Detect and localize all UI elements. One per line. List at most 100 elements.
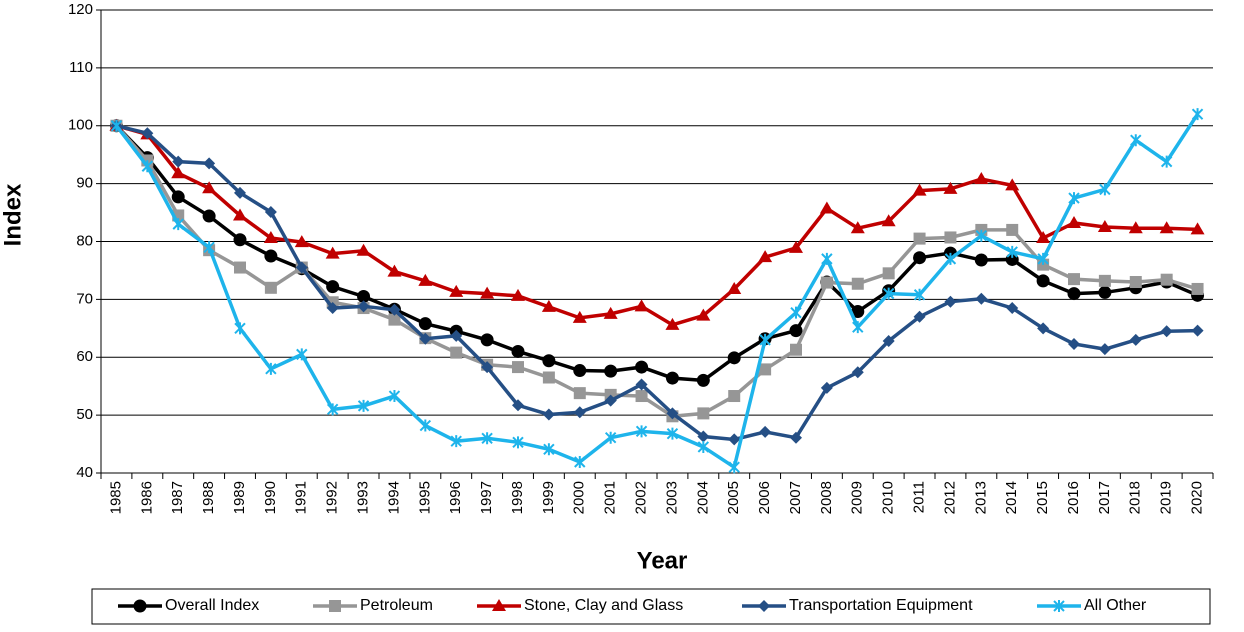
point <box>1191 282 1204 295</box>
point <box>789 324 803 338</box>
point <box>357 289 371 303</box>
x-tick-label: 2003 <box>663 481 680 514</box>
x-tick-label: 1998 <box>509 481 526 514</box>
legend-marker <box>758 600 770 612</box>
point <box>233 208 247 221</box>
point <box>1036 274 1050 288</box>
point <box>512 361 524 374</box>
point <box>480 333 494 347</box>
point <box>449 284 464 297</box>
point <box>1006 302 1019 315</box>
point <box>511 288 525 301</box>
point <box>790 431 802 444</box>
point <box>758 250 773 263</box>
point <box>913 288 926 301</box>
point <box>450 346 463 359</box>
point <box>604 364 618 378</box>
x-tick-label: 2005 <box>725 481 742 514</box>
series <box>109 118 1205 330</box>
x-tick-label: 2010 <box>880 481 897 514</box>
point <box>790 343 802 356</box>
x-tick-label: 1993 <box>355 481 372 514</box>
point <box>572 310 587 323</box>
point <box>542 408 555 421</box>
point <box>603 306 618 319</box>
y-tick-label: 50 <box>76 406 93 423</box>
y-tick-label: 70 <box>76 290 93 307</box>
point <box>203 241 215 254</box>
x-tick-label: 2009 <box>849 481 866 514</box>
point <box>913 310 926 323</box>
point <box>356 243 371 256</box>
y-tick-label: 80 <box>76 232 93 249</box>
x-tick-label: 1986 <box>138 481 155 514</box>
series-line <box>115 124 1198 327</box>
point <box>1130 134 1142 147</box>
point <box>481 432 493 445</box>
x-tick-label: 1995 <box>416 481 433 514</box>
point <box>357 300 370 313</box>
point <box>728 433 741 446</box>
point <box>202 209 216 223</box>
point <box>1160 325 1173 338</box>
point <box>727 281 742 294</box>
x-tick-label: 2012 <box>941 481 958 514</box>
point <box>943 181 958 194</box>
legend-label: Petroleum <box>360 597 433 614</box>
point <box>727 351 741 365</box>
series <box>109 119 1205 387</box>
point <box>759 333 771 346</box>
legend-marker <box>492 599 506 611</box>
point <box>851 366 864 379</box>
point <box>881 214 896 227</box>
x-tick-label: 2019 <box>1158 481 1175 514</box>
point <box>975 229 988 242</box>
point <box>171 166 186 179</box>
point <box>759 425 772 438</box>
point <box>1068 337 1080 350</box>
point <box>141 127 154 140</box>
point <box>635 378 648 391</box>
point <box>511 344 525 358</box>
point <box>1068 192 1080 205</box>
point <box>326 302 339 315</box>
point <box>912 183 927 196</box>
series-line <box>115 113 1200 471</box>
series <box>110 119 1204 423</box>
point <box>974 171 989 184</box>
point <box>759 363 772 376</box>
y-axis-title: Index <box>0 183 26 246</box>
point <box>944 295 957 308</box>
point <box>480 286 495 299</box>
point <box>172 218 184 231</box>
point <box>481 361 494 374</box>
point <box>1098 285 1112 299</box>
point <box>634 299 649 312</box>
point <box>1129 333 1142 346</box>
point <box>728 390 741 403</box>
point <box>851 305 865 319</box>
point <box>696 308 711 321</box>
point <box>821 252 833 265</box>
x-tick-label: 1990 <box>262 481 279 514</box>
point <box>1159 221 1174 234</box>
point <box>388 390 401 403</box>
point <box>1098 343 1111 356</box>
series-line <box>116 124 1198 442</box>
x-tick-label: 2011 <box>911 481 928 513</box>
y-tick-label: 120 <box>68 1 93 18</box>
x-tick-label: 1997 <box>478 481 495 514</box>
point <box>388 313 401 326</box>
point <box>450 329 463 342</box>
point <box>697 440 710 453</box>
x-tick-label: 2020 <box>1189 481 1206 514</box>
point <box>541 299 556 312</box>
point <box>1067 215 1081 228</box>
x-tick-label: 1999 <box>540 481 557 514</box>
point <box>234 261 246 274</box>
x-tick-label: 2016 <box>1065 481 1082 514</box>
x-tick-label: 1994 <box>385 481 402 514</box>
point <box>574 456 586 469</box>
point <box>697 407 710 420</box>
point <box>635 360 649 374</box>
